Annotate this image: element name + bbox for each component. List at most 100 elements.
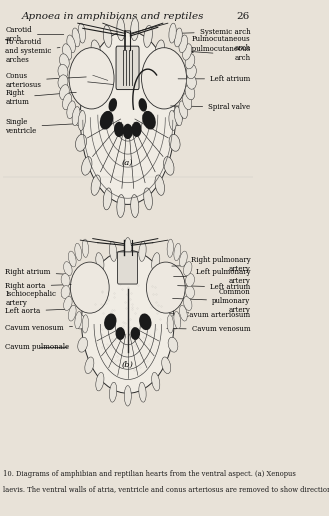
Ellipse shape bbox=[169, 110, 176, 131]
Text: 10. Diagrams of amphibian and reptilian hearts from the ventral aspect. (a) Xeno: 10. Diagrams of amphibian and reptilian … bbox=[3, 470, 296, 478]
Ellipse shape bbox=[169, 23, 176, 43]
Ellipse shape bbox=[174, 107, 182, 125]
Ellipse shape bbox=[70, 262, 109, 313]
Text: Conus
arteriosus: Conus arteriosus bbox=[5, 72, 86, 89]
Ellipse shape bbox=[78, 292, 88, 307]
Text: Left atrium: Left atrium bbox=[178, 283, 250, 291]
Ellipse shape bbox=[162, 270, 171, 286]
Text: Cavum venosum: Cavum venosum bbox=[5, 325, 72, 332]
Text: Cavum venosum: Cavum venosum bbox=[167, 326, 250, 333]
Ellipse shape bbox=[115, 327, 125, 340]
Ellipse shape bbox=[169, 134, 180, 151]
Ellipse shape bbox=[96, 253, 104, 271]
Ellipse shape bbox=[103, 188, 112, 210]
Ellipse shape bbox=[68, 251, 76, 267]
Ellipse shape bbox=[91, 40, 101, 60]
Ellipse shape bbox=[72, 107, 80, 125]
Text: Left atrium: Left atrium bbox=[178, 75, 250, 83]
Text: Systemic arch: Systemic arch bbox=[177, 28, 250, 36]
Ellipse shape bbox=[141, 47, 187, 109]
Ellipse shape bbox=[169, 84, 180, 101]
Ellipse shape bbox=[131, 327, 140, 340]
Ellipse shape bbox=[184, 296, 192, 311]
Ellipse shape bbox=[78, 110, 86, 131]
Ellipse shape bbox=[180, 251, 187, 267]
Ellipse shape bbox=[179, 35, 188, 53]
Ellipse shape bbox=[96, 373, 104, 391]
Ellipse shape bbox=[155, 175, 164, 196]
Ellipse shape bbox=[139, 98, 147, 111]
Ellipse shape bbox=[167, 239, 173, 257]
Text: (a): (a) bbox=[122, 158, 134, 167]
Ellipse shape bbox=[69, 47, 114, 109]
FancyBboxPatch shape bbox=[117, 252, 138, 284]
Ellipse shape bbox=[123, 124, 133, 139]
Ellipse shape bbox=[63, 93, 72, 110]
Ellipse shape bbox=[124, 385, 131, 406]
Ellipse shape bbox=[82, 315, 89, 333]
Ellipse shape bbox=[174, 312, 181, 329]
Text: To carotid
and systemic
arches: To carotid and systemic arches bbox=[5, 38, 60, 64]
Ellipse shape bbox=[67, 35, 75, 53]
Ellipse shape bbox=[117, 18, 125, 41]
Ellipse shape bbox=[183, 93, 192, 110]
FancyBboxPatch shape bbox=[116, 46, 139, 90]
Text: (b): (b) bbox=[122, 361, 134, 369]
Ellipse shape bbox=[162, 357, 171, 374]
Text: Right atrium: Right atrium bbox=[5, 268, 66, 276]
Ellipse shape bbox=[82, 250, 174, 393]
Ellipse shape bbox=[184, 262, 192, 276]
Ellipse shape bbox=[67, 101, 75, 119]
Ellipse shape bbox=[139, 241, 146, 262]
Ellipse shape bbox=[164, 157, 174, 175]
Ellipse shape bbox=[60, 54, 69, 69]
Ellipse shape bbox=[139, 313, 151, 330]
Text: Right
atrium: Right atrium bbox=[5, 89, 76, 106]
Ellipse shape bbox=[168, 292, 178, 307]
Ellipse shape bbox=[152, 373, 160, 391]
Ellipse shape bbox=[131, 18, 139, 41]
Text: Single
ventricle: Single ventricle bbox=[5, 118, 74, 135]
Text: Cavum pulmonale: Cavum pulmonale bbox=[5, 343, 69, 351]
Ellipse shape bbox=[82, 157, 92, 175]
Ellipse shape bbox=[75, 243, 82, 261]
Ellipse shape bbox=[63, 262, 72, 276]
Ellipse shape bbox=[61, 273, 70, 286]
Ellipse shape bbox=[100, 111, 113, 130]
Ellipse shape bbox=[61, 285, 70, 299]
Ellipse shape bbox=[75, 134, 87, 151]
Ellipse shape bbox=[171, 109, 182, 126]
Ellipse shape bbox=[174, 243, 181, 261]
Ellipse shape bbox=[103, 25, 112, 47]
Ellipse shape bbox=[72, 28, 80, 47]
Ellipse shape bbox=[78, 337, 88, 352]
Ellipse shape bbox=[104, 313, 116, 330]
Text: 26: 26 bbox=[236, 12, 249, 21]
Ellipse shape bbox=[63, 44, 72, 60]
Text: Ischiocephalic
artery: Ischiocephalic artery bbox=[5, 290, 62, 308]
Ellipse shape bbox=[187, 64, 196, 79]
Ellipse shape bbox=[75, 312, 82, 329]
Text: Right pulmonary
artery: Right pulmonary artery bbox=[172, 256, 250, 273]
Ellipse shape bbox=[174, 28, 182, 47]
Ellipse shape bbox=[144, 188, 152, 210]
Ellipse shape bbox=[170, 315, 180, 329]
Ellipse shape bbox=[80, 31, 175, 204]
Text: Cavum arteriosum: Cavum arteriosum bbox=[169, 311, 250, 319]
Ellipse shape bbox=[85, 270, 94, 286]
Text: To pulmocutaneous
arch: To pulmocutaneous arch bbox=[181, 45, 250, 62]
Text: Left aorta: Left aorta bbox=[5, 307, 69, 315]
Ellipse shape bbox=[139, 382, 146, 402]
Ellipse shape bbox=[75, 84, 87, 101]
Ellipse shape bbox=[183, 44, 192, 60]
Ellipse shape bbox=[110, 382, 117, 402]
Ellipse shape bbox=[142, 111, 156, 130]
Ellipse shape bbox=[63, 296, 72, 311]
Ellipse shape bbox=[168, 337, 178, 352]
Ellipse shape bbox=[124, 237, 131, 258]
Ellipse shape bbox=[186, 285, 194, 299]
Ellipse shape bbox=[180, 305, 187, 321]
Ellipse shape bbox=[75, 315, 85, 329]
Ellipse shape bbox=[110, 241, 117, 262]
Ellipse shape bbox=[68, 305, 76, 321]
